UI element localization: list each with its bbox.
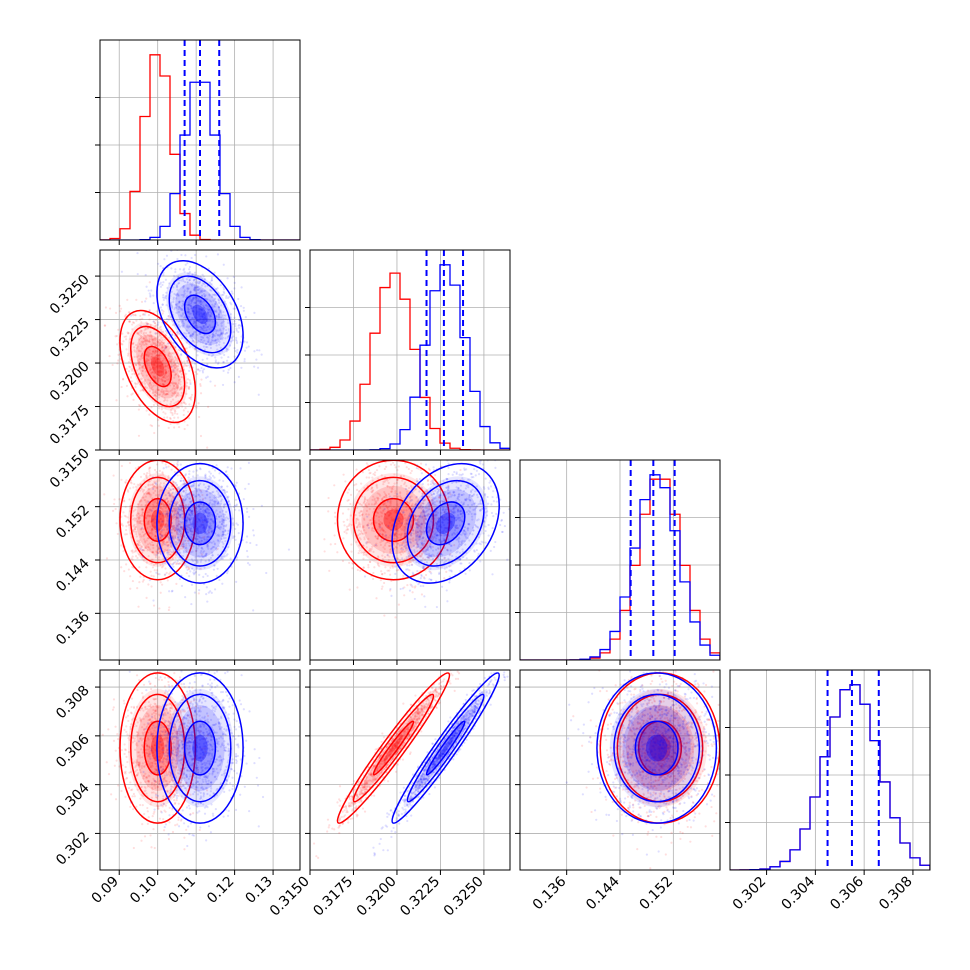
y-tick-label: 0.3200 (47, 359, 93, 405)
axes-frame (729, 669, 931, 871)
panel-0-0 (95, 39, 301, 245)
scatter-series-1 (363, 460, 510, 609)
y-tick-label: 0.304 (53, 780, 93, 820)
contour-series-1 (168, 275, 232, 354)
contour-series-1 (156, 260, 244, 369)
panel-3-0: 0.09 0.10 0.11 0.12 0.13 0.302 0.304 0.306 0.308 (53, 669, 301, 907)
y-tick-label: 0.302 (53, 829, 93, 869)
x-tick-label: 0.3200 (354, 874, 400, 920)
y-tick-label: 0.3250 (47, 272, 93, 318)
axes-frame (309, 249, 511, 451)
contour-series-0 (143, 720, 172, 776)
x-tick-label: 0.144 (583, 873, 623, 913)
contour-series-1 (391, 462, 500, 584)
y-tick-label: 0.152 (53, 502, 93, 542)
x-tick-label: 0.304 (779, 873, 819, 913)
panel-2-1 (305, 459, 511, 665)
y-tick-label: 0.3175 (47, 402, 93, 448)
scatter-series-0 (103, 460, 219, 612)
panel-1-1 (305, 249, 511, 455)
contour-series-1 (425, 720, 466, 776)
contour-series-0 (119, 672, 197, 824)
contour-series-1 (168, 479, 232, 567)
x-tick-label: 0.302 (730, 874, 770, 914)
histogram-series-1 (730, 684, 930, 870)
x-tick-label: 0.136 (530, 873, 570, 913)
panel-3-2: 0.136 0.144 0.152 (515, 669, 721, 914)
contour-series-1 (156, 672, 244, 824)
contour-series-1 (425, 501, 466, 546)
contour-series-0 (336, 672, 451, 824)
contour-series-1 (406, 693, 485, 803)
axes-frame (99, 669, 301, 871)
contour-series-0 (372, 720, 415, 776)
contour-series-1 (406, 479, 485, 567)
x-tick-label: 0.10 (127, 874, 160, 907)
contour-series-1 (183, 294, 217, 335)
x-tick-label: 0.306 (827, 873, 867, 913)
x-tick-label: 0.13 (243, 874, 276, 907)
y-tick-label: 0.144 (53, 555, 93, 595)
x-tick-label: 0.3175 (310, 874, 356, 920)
contour-series-0 (352, 476, 435, 564)
contour-series-1 (168, 693, 232, 803)
x-tick-label: 0.09 (89, 874, 122, 907)
x-tick-label: 0.3150 (267, 874, 313, 920)
contour-series-1 (634, 720, 679, 776)
contour-series-1 (391, 672, 500, 824)
contour-series-0 (143, 497, 172, 543)
scatter-series-1 (565, 670, 720, 856)
histogram-series-0 (100, 54, 300, 240)
contour-series-0 (143, 345, 172, 388)
panel-2-2 (515, 459, 721, 665)
y-tick-label: 0.3150 (47, 446, 93, 492)
scatter-series-0 (103, 281, 217, 449)
scatter-series-1 (139, 460, 291, 612)
contour-series-1 (613, 693, 701, 803)
contour-series-1 (183, 501, 217, 546)
axes-frame (99, 39, 301, 241)
contour-series-0 (352, 693, 435, 803)
contour-series-1 (183, 720, 217, 776)
panel-3-3: 0.302 0.304 0.306 0.308 (725, 669, 931, 914)
contour-series-0 (372, 497, 415, 543)
x-tick-label: 0.12 (204, 874, 237, 907)
x-tick-label: 0.152 (636, 874, 676, 914)
y-tick-label: 0.3225 (47, 315, 93, 361)
panel-2-0: 0.136 0.144 0.152 (53, 459, 301, 665)
x-tick-label: 0.3250 (441, 874, 487, 920)
y-tick-label: 0.308 (53, 683, 93, 723)
contour-series-0 (130, 325, 186, 408)
axes-frame (309, 669, 511, 871)
contour-series-1 (596, 672, 718, 824)
axes-frame (99, 249, 301, 451)
x-tick-label: 0.3225 (397, 874, 443, 920)
y-tick-label: 0.136 (53, 609, 93, 649)
x-tick-label: 0.308 (876, 874, 916, 914)
x-tick-label: 0.11 (166, 874, 199, 907)
histogram-series-1 (310, 264, 510, 450)
contour-series-1 (156, 462, 244, 584)
y-tick-label: 0.306 (53, 731, 93, 771)
